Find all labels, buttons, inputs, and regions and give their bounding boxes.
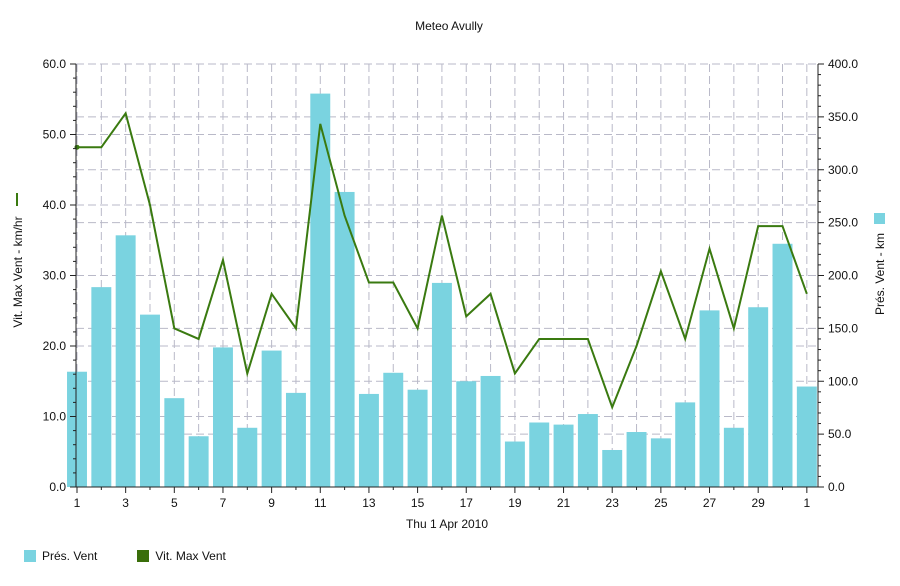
bar xyxy=(723,427,744,487)
x-axis-ticks: 1 3 5 7 9 11 13 15 17 19 21 23 25 27 29 1 xyxy=(74,496,811,510)
x-tick-label: 21 xyxy=(557,496,571,510)
left-tick-label: 10.0 xyxy=(43,410,67,424)
left-tick-label: 50.0 xyxy=(43,128,67,142)
x-tick-label: 27 xyxy=(703,496,717,510)
bar xyxy=(748,307,769,487)
left-tick-label: 40.0 xyxy=(43,198,67,212)
legend-item-vit-max-vent: Vit. Max Vent xyxy=(137,549,226,563)
bar xyxy=(310,93,331,488)
chart-title: Meteo Avully xyxy=(415,19,483,33)
bar xyxy=(553,424,574,487)
right-axis-legend-marker xyxy=(874,213,885,224)
bar xyxy=(115,235,136,487)
right-axis-title-group: Prés. Vent - km xyxy=(873,233,887,315)
bar xyxy=(577,414,598,487)
bar xyxy=(602,449,623,487)
x-tick-label: 19 xyxy=(508,496,522,510)
right-tick-label: 100.0 xyxy=(828,374,858,388)
bar xyxy=(237,427,258,487)
right-tick-label: 200.0 xyxy=(828,269,858,283)
bar xyxy=(358,393,379,487)
left-axis-ticks: 0.0 10.0 20.0 30.0 40.0 50.0 60.0 xyxy=(43,57,67,494)
x-tick-label: 7 xyxy=(220,496,227,510)
bar xyxy=(480,375,501,487)
left-tick-label: 20.0 xyxy=(43,339,67,353)
bar xyxy=(140,314,160,487)
bar xyxy=(796,386,817,487)
x-tick-label: 9 xyxy=(268,496,275,510)
x-tick-label: 5 xyxy=(171,496,178,510)
left-axis-title-group: Vit. Max Vent - km/hr xyxy=(11,216,25,327)
bar xyxy=(383,372,404,487)
right-tick-label: 50.0 xyxy=(828,427,852,441)
bar xyxy=(261,350,282,487)
left-axis-title: Vit. Max Vent - km/hr xyxy=(11,216,25,327)
bar xyxy=(407,389,428,487)
right-tick-label: 0.0 xyxy=(828,480,845,494)
bar xyxy=(504,441,525,487)
x-tick-label: 13 xyxy=(362,496,376,510)
legend-label-vit-max-vent: Vit. Max Vent xyxy=(155,549,226,563)
bars xyxy=(67,93,817,488)
x-tick-label: 1 xyxy=(803,496,810,510)
bar xyxy=(650,438,671,487)
x-axis-title: Thu 1 Apr 2010 xyxy=(406,517,488,531)
right-tick-label: 250.0 xyxy=(828,216,858,230)
left-tick-label: 60.0 xyxy=(43,57,67,71)
bar xyxy=(285,392,306,487)
bar xyxy=(431,282,452,487)
x-tick-label: 23 xyxy=(606,496,620,510)
x-tick-label: 11 xyxy=(314,496,327,510)
bar xyxy=(67,371,87,487)
bar xyxy=(675,402,696,487)
bar xyxy=(456,381,477,487)
right-axis-ticks: 0.0 50.0 100.0 150.0 200.0 250.0 300.0 350.0 400… xyxy=(828,57,858,494)
bar xyxy=(699,310,720,487)
x-tick-label: 25 xyxy=(654,496,668,510)
bar xyxy=(212,347,233,487)
right-tick-label: 300.0 xyxy=(828,163,858,177)
x-tick-label: 15 xyxy=(411,496,425,510)
right-tick-label: 150.0 xyxy=(828,321,858,335)
line-path xyxy=(77,111,808,411)
legend-item-pres-vent: Prés. Vent xyxy=(24,549,97,563)
left-tick-label: 0.0 xyxy=(49,480,66,494)
bar xyxy=(626,432,647,487)
bar xyxy=(334,191,355,487)
bar xyxy=(188,436,209,487)
bar xyxy=(772,243,793,487)
axes xyxy=(70,63,824,493)
bar xyxy=(91,287,112,487)
x-tick-label: 29 xyxy=(752,496,766,510)
left-tick-label: 30.0 xyxy=(43,269,67,283)
x-tick-label: 1 xyxy=(74,496,81,510)
bar xyxy=(164,398,185,487)
legend-label-pres-vent: Prés. Vent xyxy=(42,549,98,563)
right-tick-label: 350.0 xyxy=(828,110,858,124)
legend-swatch-vit-max-vent xyxy=(137,550,150,562)
legend-swatch-pres-vent xyxy=(24,550,36,562)
right-axis-title: Prés. Vent - km xyxy=(873,233,887,315)
x-tick-label: 3 xyxy=(122,496,129,510)
bar xyxy=(529,422,550,487)
right-tick-label: 400.0 xyxy=(828,57,858,71)
legend: Prés. Vent Vit. Max Vent xyxy=(24,549,226,563)
x-tick-label: 17 xyxy=(460,496,474,510)
